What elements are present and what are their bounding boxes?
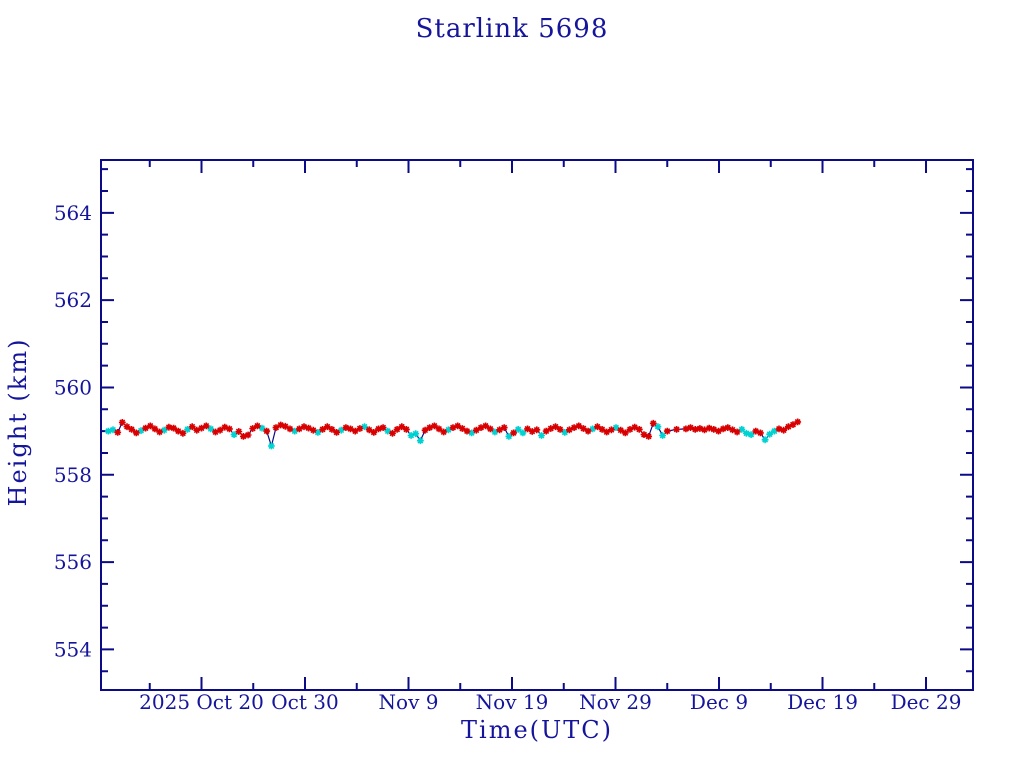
x-tick-label: 2025 Oct 20: [139, 690, 264, 714]
y-tick-label: 564: [54, 201, 92, 225]
plot-frame: [100, 159, 974, 691]
cyan-asterisk-markers: [104, 423, 778, 450]
y-tick-label: 560: [54, 375, 92, 399]
x-tick-label: Nov 19: [476, 690, 549, 714]
x-tick-label: Dec 9: [690, 690, 748, 714]
y-tick-label: 556: [54, 550, 92, 574]
x-tick-label: Dec 29: [891, 690, 962, 714]
x-tick-label: Dec 19: [787, 690, 858, 714]
axis-ticks: [101, 160, 973, 690]
y-tick-label: 554: [54, 637, 92, 661]
chart-title: Starlink 5698: [415, 14, 609, 44]
y-tick-label: 562: [54, 288, 92, 312]
red-asterisk-markers: [114, 418, 802, 440]
x-tick-label: Oct 30: [271, 690, 338, 714]
x-axis-title: Time(UTC): [461, 716, 613, 744]
y-tick-label: 558: [54, 463, 92, 487]
x-tick-label: Nov 29: [579, 690, 652, 714]
x-tick-label: Nov 9: [379, 690, 439, 714]
